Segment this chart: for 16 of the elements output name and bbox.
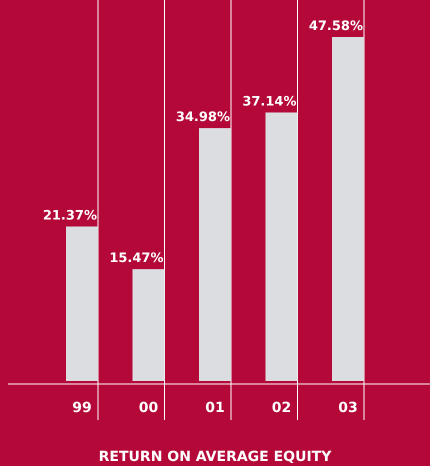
x-tick-label: 99 <box>72 400 92 416</box>
x-tick-label: 01 <box>205 400 225 416</box>
bar <box>266 112 298 381</box>
data-label: 15.47% <box>109 251 164 266</box>
x-tick-label: 03 <box>338 400 358 416</box>
x-tick-label: 00 <box>138 400 158 416</box>
data-label: 34.98% <box>176 110 230 126</box>
text: RETURN ON AVERAGE EQUITY <box>98 449 332 465</box>
bar <box>66 226 98 381</box>
data-label: 21.37% <box>42 208 97 224</box>
bar <box>199 128 231 381</box>
data-label: 47.58% <box>308 19 363 34</box>
bar <box>132 269 164 381</box>
x-tick-label: 02 <box>272 400 292 416</box>
data-label: 37.14% <box>242 94 296 110</box>
bar <box>332 37 364 381</box>
